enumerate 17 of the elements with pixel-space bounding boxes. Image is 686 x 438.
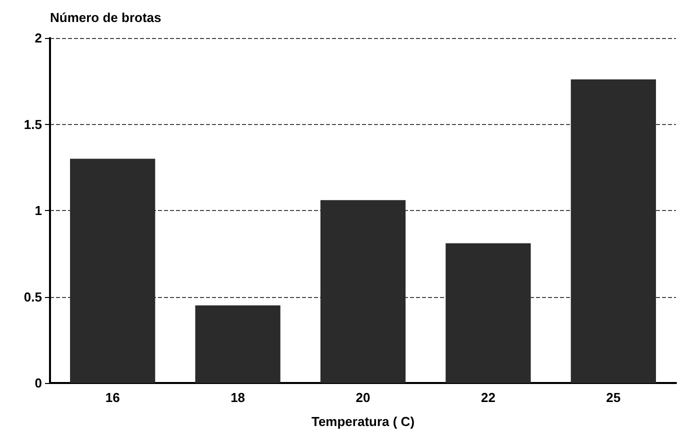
bar — [195, 305, 280, 383]
y-tick-label: 2 — [34, 30, 42, 46]
x-tick-label: 18 — [230, 390, 246, 405]
y-tick-label: 0 — [34, 376, 42, 390]
x-axis-title: Temperatura ( C) — [311, 414, 415, 429]
y-tick-label: 1 — [34, 203, 42, 218]
bar — [570, 79, 656, 383]
y-tick-label: 0.5 — [24, 289, 42, 304]
bar — [320, 200, 406, 383]
x-tick-label: 20 — [356, 390, 370, 405]
x-tick-label: 22 — [480, 390, 496, 405]
x-tick-label: 25 — [606, 390, 621, 405]
bar — [446, 243, 531, 383]
x-tick-label: 16 — [105, 390, 120, 405]
y-axis-title: Número de brotas — [50, 10, 162, 25]
y-tick-label: 1.5 — [24, 116, 42, 132]
bar — [70, 158, 156, 383]
